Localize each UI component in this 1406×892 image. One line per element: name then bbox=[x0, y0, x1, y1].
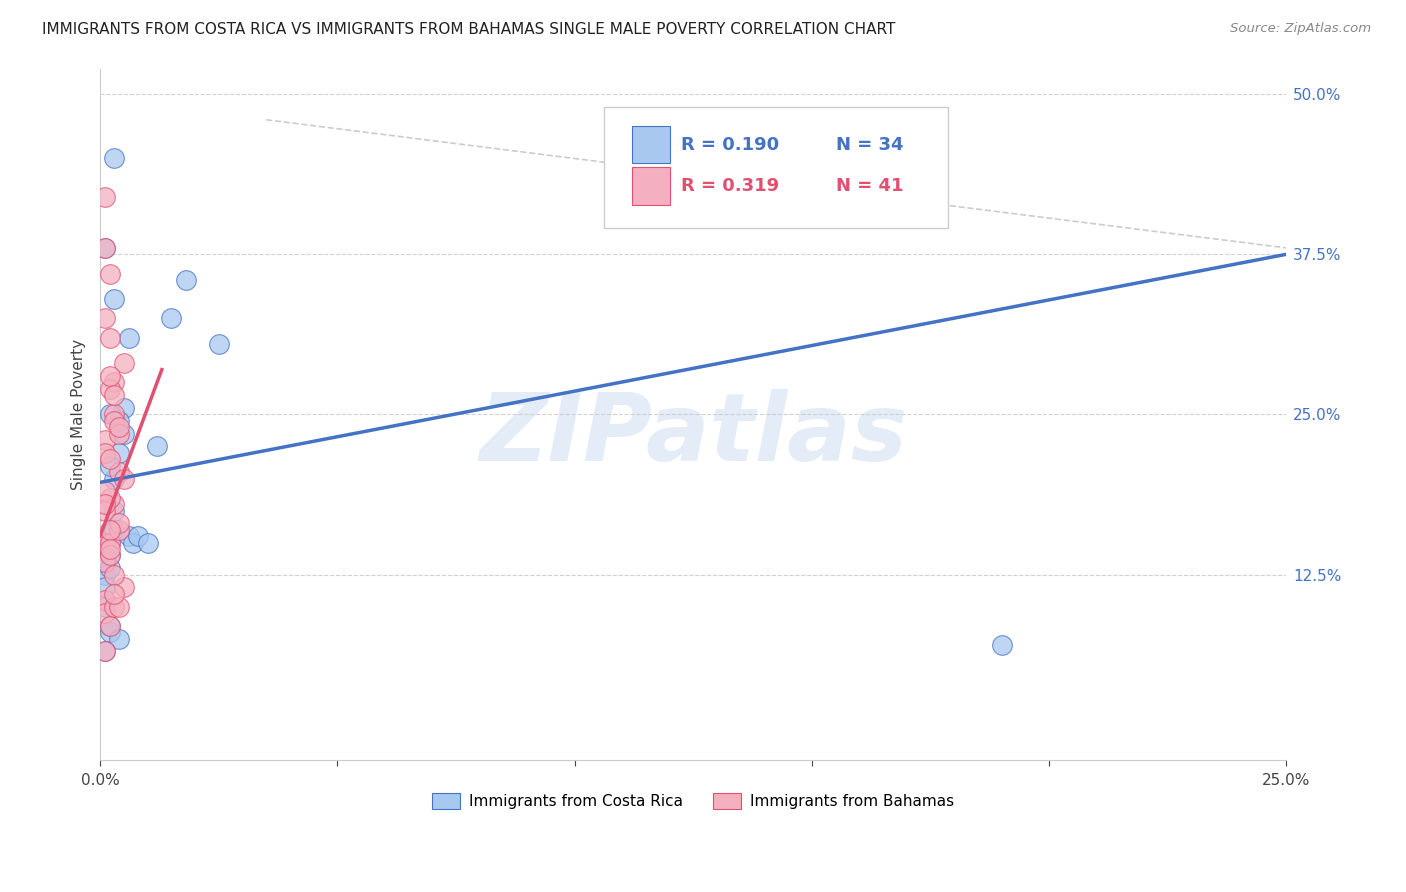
Point bbox=[98, 535, 121, 549]
Point bbox=[160, 311, 183, 326]
Point bbox=[98, 408, 121, 422]
Point bbox=[103, 587, 125, 601]
Point bbox=[108, 523, 131, 537]
Point bbox=[108, 516, 131, 531]
Point bbox=[98, 549, 121, 563]
Point bbox=[117, 529, 139, 543]
FancyBboxPatch shape bbox=[631, 168, 669, 205]
Point bbox=[103, 151, 125, 165]
Point bbox=[94, 599, 117, 614]
Point bbox=[108, 599, 131, 614]
Point bbox=[108, 632, 131, 646]
Point bbox=[127, 529, 149, 543]
Point bbox=[94, 541, 117, 556]
Point bbox=[94, 567, 117, 582]
Point bbox=[103, 567, 125, 582]
Point bbox=[98, 452, 121, 467]
Point bbox=[98, 369, 121, 384]
Text: N = 34: N = 34 bbox=[835, 136, 903, 153]
Point bbox=[112, 401, 135, 415]
Point bbox=[103, 414, 125, 428]
Point bbox=[94, 241, 117, 255]
FancyBboxPatch shape bbox=[605, 106, 948, 227]
Point bbox=[94, 189, 117, 203]
Text: ZIPatlas: ZIPatlas bbox=[479, 389, 907, 481]
Point bbox=[103, 292, 125, 306]
Point bbox=[94, 484, 117, 499]
Point bbox=[94, 311, 117, 326]
Point bbox=[103, 523, 125, 537]
Point bbox=[103, 599, 125, 614]
Point bbox=[98, 330, 121, 344]
Point bbox=[103, 408, 125, 422]
Point bbox=[98, 549, 121, 563]
Text: Source: ZipAtlas.com: Source: ZipAtlas.com bbox=[1230, 22, 1371, 36]
Text: R = 0.319: R = 0.319 bbox=[682, 178, 779, 195]
Point bbox=[94, 606, 117, 620]
Point bbox=[112, 426, 135, 441]
Point bbox=[94, 581, 117, 595]
Point bbox=[108, 426, 131, 441]
Text: IMMIGRANTS FROM COSTA RICA VS IMMIGRANTS FROM BAHAMAS SINGLE MALE POVERTY CORREL: IMMIGRANTS FROM COSTA RICA VS IMMIGRANTS… bbox=[42, 22, 896, 37]
Point bbox=[94, 644, 117, 658]
Point bbox=[98, 523, 121, 537]
Point bbox=[98, 619, 121, 633]
Point bbox=[108, 420, 131, 434]
Point bbox=[94, 535, 117, 549]
Point bbox=[98, 458, 121, 473]
Point bbox=[98, 541, 121, 556]
Point bbox=[108, 446, 131, 460]
Point bbox=[98, 625, 121, 640]
Point bbox=[146, 440, 169, 454]
Point bbox=[103, 388, 125, 402]
Point bbox=[94, 433, 117, 447]
Text: N = 41: N = 41 bbox=[835, 178, 903, 195]
Point bbox=[103, 503, 125, 517]
Point bbox=[112, 356, 135, 370]
Point bbox=[103, 497, 125, 511]
Y-axis label: Single Male Poverty: Single Male Poverty bbox=[72, 339, 86, 490]
FancyBboxPatch shape bbox=[631, 126, 669, 163]
Point bbox=[94, 644, 117, 658]
Point bbox=[94, 503, 117, 517]
Point bbox=[122, 535, 145, 549]
Point bbox=[94, 497, 117, 511]
Point bbox=[112, 471, 135, 485]
Point bbox=[208, 337, 231, 351]
Point bbox=[98, 382, 121, 396]
Point bbox=[112, 581, 135, 595]
Point bbox=[174, 273, 197, 287]
Point bbox=[98, 267, 121, 281]
Point bbox=[94, 555, 117, 569]
Point bbox=[94, 593, 117, 607]
Legend: Immigrants from Costa Rica, Immigrants from Bahamas: Immigrants from Costa Rica, Immigrants f… bbox=[426, 787, 960, 815]
Point bbox=[94, 555, 117, 569]
Point bbox=[117, 330, 139, 344]
Point bbox=[108, 414, 131, 428]
Point bbox=[103, 471, 125, 485]
Point bbox=[98, 491, 121, 505]
Point bbox=[98, 561, 121, 575]
Point bbox=[98, 535, 121, 549]
Point bbox=[136, 535, 159, 549]
Point bbox=[990, 638, 1012, 652]
Point bbox=[108, 465, 131, 479]
Point bbox=[98, 619, 121, 633]
Text: R = 0.190: R = 0.190 bbox=[682, 136, 779, 153]
Point bbox=[94, 241, 117, 255]
Point bbox=[94, 446, 117, 460]
Point bbox=[103, 376, 125, 390]
